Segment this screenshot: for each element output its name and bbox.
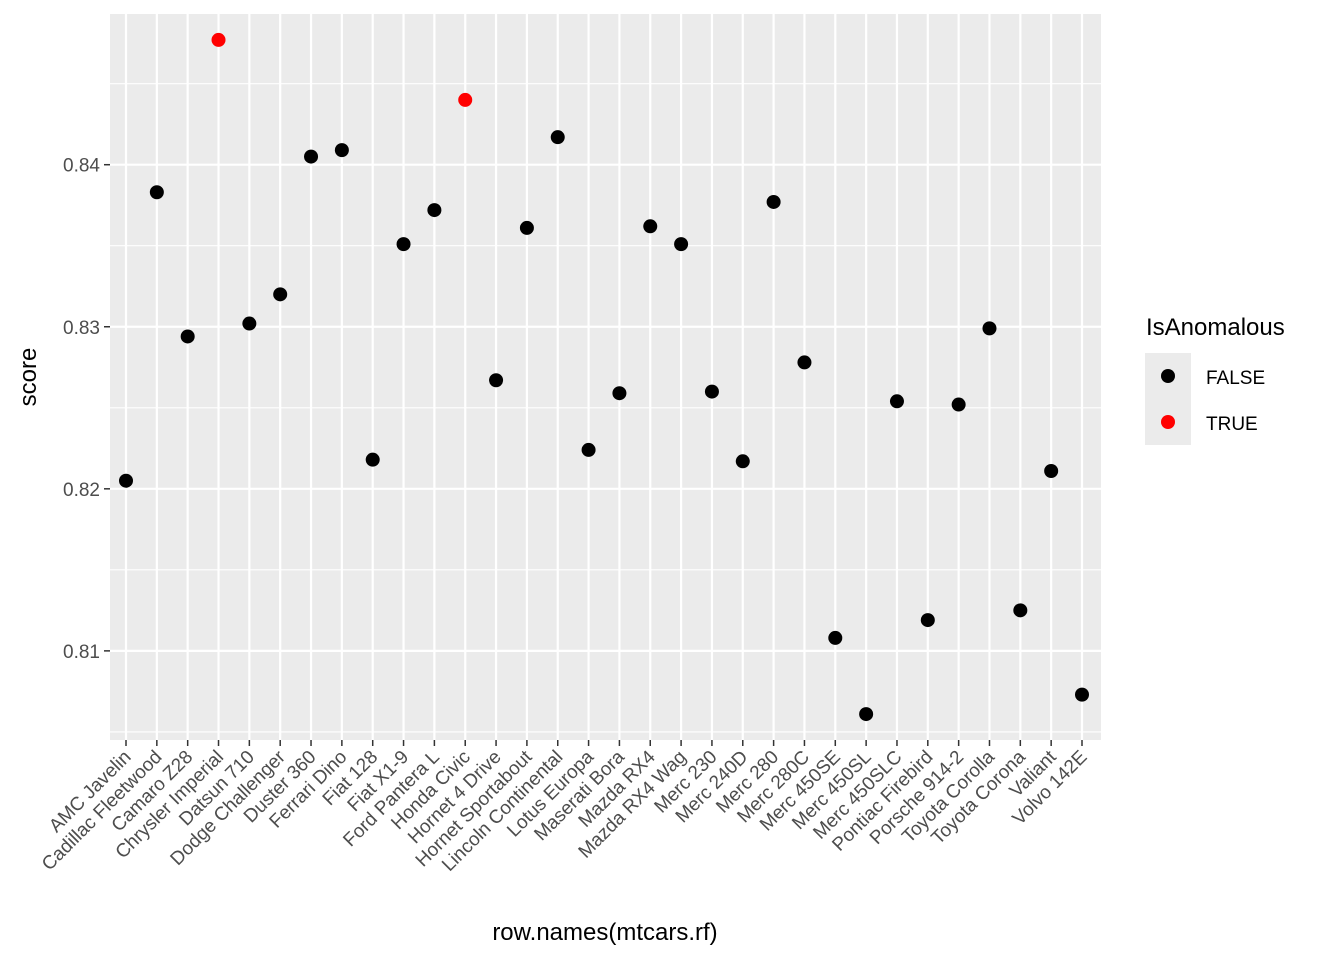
data-point [489, 373, 504, 388]
legend-label-true: TRUE [1206, 414, 1258, 435]
data-point [797, 355, 812, 370]
data-point [519, 220, 534, 235]
data-point [766, 194, 781, 209]
data-point [458, 92, 473, 107]
data-point [1013, 603, 1028, 618]
data-point [180, 329, 195, 344]
data-point [211, 32, 226, 47]
data-points [119, 32, 1089, 722]
y-tick-label: 0.84 [63, 156, 100, 177]
y-axis: 0.81 0.82 0.83 0.84 [63, 156, 110, 663]
data-point [119, 473, 133, 488]
data-point [674, 237, 689, 252]
legend-key-background [1145, 353, 1191, 445]
data-point [1044, 463, 1059, 478]
data-point [1075, 687, 1089, 702]
legend-key-false [1161, 369, 1175, 383]
legend-key-true [1161, 415, 1175, 429]
data-point [920, 613, 935, 628]
data-point [612, 386, 627, 401]
minor-gridlines [110, 83, 1101, 733]
data-point [982, 321, 997, 336]
data-point [581, 442, 596, 457]
legend-title: IsAnomalous [1146, 314, 1285, 341]
data-point [273, 287, 288, 302]
y-tick-label: 0.83 [63, 318, 100, 339]
data-point [365, 452, 380, 467]
data-point [735, 454, 750, 469]
data-point [643, 219, 658, 234]
data-point [304, 149, 319, 164]
data-point [550, 130, 565, 145]
y-tick-label: 0.82 [63, 480, 100, 501]
data-point [889, 394, 904, 409]
legend: IsAnomalous FALSE TRUE [1145, 314, 1285, 445]
y-axis-title: score [15, 348, 42, 407]
data-point [427, 203, 442, 218]
data-point [951, 397, 966, 412]
data-point [149, 185, 164, 200]
x-axis-title: row.names(mtcars.rf) [492, 919, 717, 946]
data-point [396, 237, 411, 252]
data-point [859, 707, 874, 722]
data-point [334, 143, 349, 158]
data-point [704, 384, 719, 399]
data-point [242, 316, 257, 331]
data-point [828, 630, 843, 645]
plot-panel [110, 14, 1101, 740]
legend-label-false: FALSE [1206, 368, 1265, 389]
y-tick-label: 0.81 [63, 642, 100, 663]
